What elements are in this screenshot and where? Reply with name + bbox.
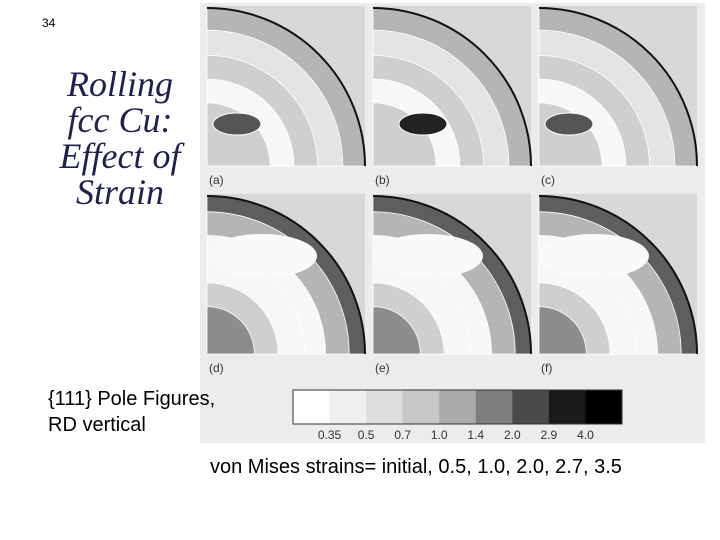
scale-swatch: [439, 390, 477, 424]
slide-number: 34: [42, 16, 56, 30]
scale-label: 2.0: [504, 428, 521, 442]
pole-figure-feature: [544, 112, 594, 136]
panel-label: (f): [541, 361, 552, 375]
pole-figure-outline: [538, 195, 698, 355]
pole-figure-feature: [398, 112, 448, 136]
caption-line: RD vertical: [48, 414, 146, 436]
panel-label: (d): [209, 361, 224, 375]
scale-swatch: [512, 390, 550, 424]
title-line: Strain: [75, 172, 164, 212]
pole-figure-outline: [372, 7, 532, 167]
pole-figure-band: [206, 306, 255, 355]
scale-label: 0.7: [394, 428, 411, 442]
scale-swatch: [329, 390, 367, 424]
panel-label: (e): [375, 361, 390, 375]
pole-figure-feature: [373, 234, 483, 278]
scale-label: 0.35: [318, 428, 342, 442]
pole-figure-band: [538, 306, 587, 355]
panel-label: (b): [375, 173, 390, 187]
caption-line: {111} Pole Figures,: [48, 388, 216, 410]
scale-swatch: [475, 390, 513, 424]
scale-label: 2.9: [541, 428, 558, 442]
scale-label: 4.0: [577, 428, 594, 442]
scale-swatch: [366, 390, 404, 424]
scale-label: 1.0: [431, 428, 448, 442]
panel-label: (c): [541, 173, 555, 187]
pole-figure-outline: [538, 7, 698, 167]
slide-title: Rolling fcc Cu: Effect of Strain: [40, 66, 200, 210]
title-line: Rolling: [67, 64, 173, 104]
pole-figure-outline: [206, 7, 366, 167]
pole-figure-feature: [539, 234, 649, 278]
scale-swatch: [293, 390, 331, 424]
scale-frame: [292, 389, 623, 425]
title-line: fcc Cu:: [67, 100, 173, 140]
scale-swatch: [548, 390, 586, 424]
scale-swatch: [585, 390, 623, 424]
scale-swatch: [402, 390, 440, 424]
pole-figure-feature: [207, 234, 317, 278]
pole-figure-outline: [372, 195, 532, 355]
footer: von Mises strains= initial, 0.5, 1.0, 2.…: [210, 456, 622, 478]
title-line: Effect of: [59, 136, 181, 176]
caption: {111} Pole Figures, RD vertical: [48, 386, 215, 438]
scale-label: 1.4: [467, 428, 484, 442]
pole-figure-feature: [212, 112, 262, 136]
panel-label: (a): [209, 173, 224, 187]
scale-label: 0.5: [358, 428, 375, 442]
pole-figure-band: [372, 306, 421, 355]
pole-figure-outline: [206, 195, 366, 355]
